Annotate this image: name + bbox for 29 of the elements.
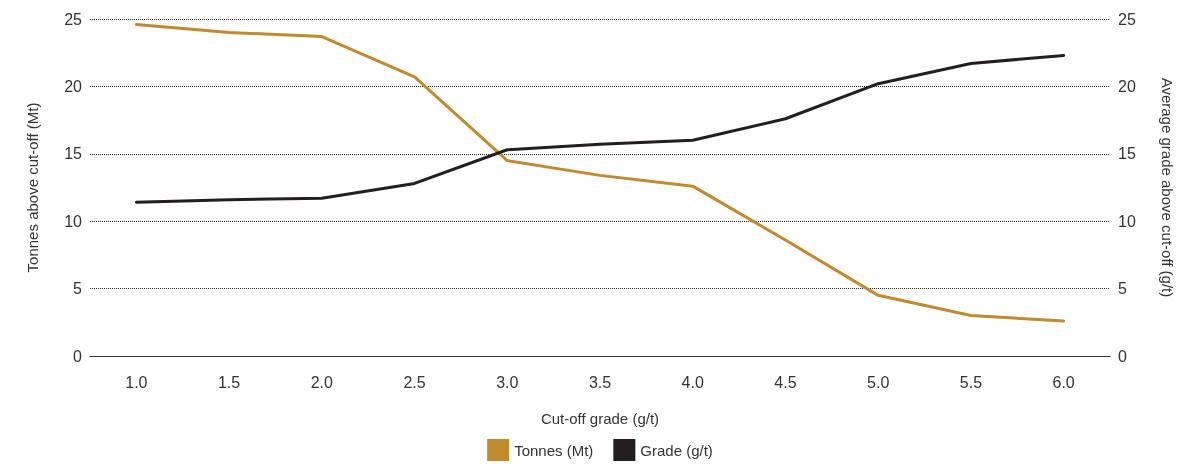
y2-tick-label: 5	[1118, 280, 1127, 298]
y-tick-label: 10	[64, 212, 83, 230]
y-tick-label: 25	[64, 10, 83, 28]
y2-tick-label: 15	[1118, 145, 1136, 163]
y-tick-label: 5	[73, 280, 83, 298]
y2-tick-label: 0	[1118, 347, 1127, 365]
x-tick-label: 4.5	[774, 373, 797, 391]
x-tick-label: 6.0	[1052, 373, 1075, 391]
y2-tick-label: 10	[1118, 212, 1136, 230]
y-tick-label: 20	[64, 77, 83, 95]
x-tick-label: 5.5	[959, 373, 983, 391]
y2-axis-title: Average grade above cut-off (g/t)	[1159, 77, 1176, 298]
x-tick-label: 4.0	[681, 373, 704, 391]
x-tick-label: 2.5	[403, 373, 426, 391]
x-tick-label: 3.5	[588, 373, 612, 391]
line-series	[134, 22, 1066, 323]
x-tick-label: 2.0	[310, 373, 334, 391]
x-tick-label: 1.5	[217, 373, 241, 391]
y-axis-title: Tonnes above cut-off (Mt)	[24, 102, 41, 273]
x-tick-label: 5.0	[867, 373, 890, 391]
legend-label: Grade (g/t)	[640, 441, 713, 459]
y2-tick-label: 25	[1118, 10, 1136, 28]
x-tick-label: 1.0	[125, 373, 148, 391]
y2-tick-label: 20	[1118, 77, 1136, 95]
x-axis-title: Cut-off grade (g/t)	[540, 410, 660, 427]
x-tick-label: 3.0	[496, 373, 519, 391]
legend-label: Tonnes (Mt)	[514, 441, 594, 459]
y-tick-label: 15	[64, 145, 83, 163]
y-tick-label: 0	[73, 347, 83, 365]
